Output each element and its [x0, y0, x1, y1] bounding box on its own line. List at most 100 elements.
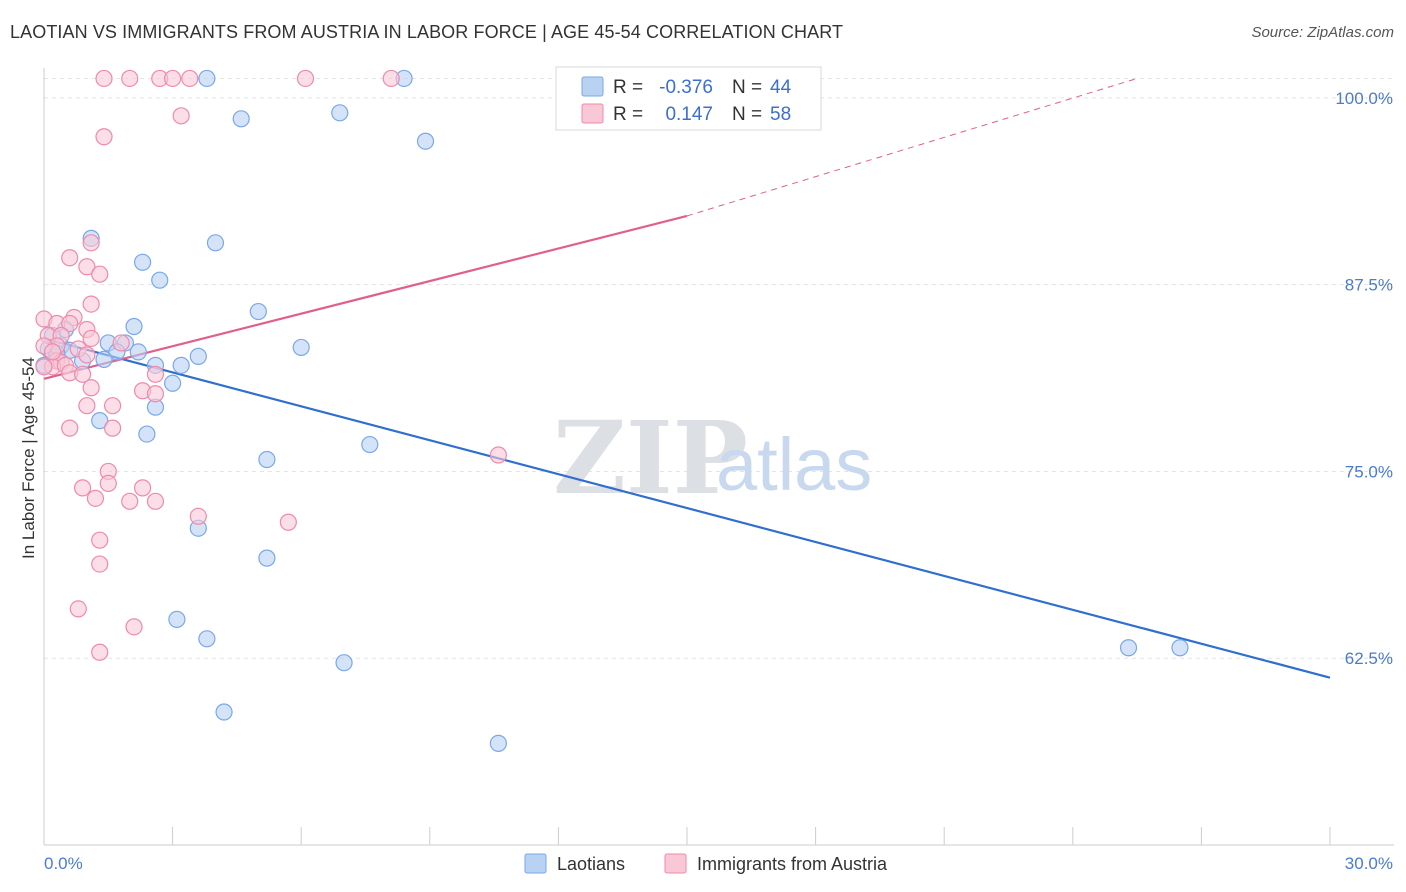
trend-line-laotians: [43, 337, 1331, 679]
point-austria-21: [82, 329, 100, 348]
point-laotians-41: [215, 703, 233, 721]
point-austria-41: [103, 419, 122, 437]
legend-swatch-laotians: [581, 76, 604, 97]
point-laotians-3: [331, 104, 349, 122]
point-austria-0: [95, 69, 113, 88]
point-laotians-6: [206, 234, 225, 252]
trend-lines: [43, 77, 1331, 679]
point-laotians-4: [416, 132, 435, 150]
point-austria-13: [82, 295, 100, 313]
point-austria-48: [121, 492, 139, 510]
point-austria-47: [86, 489, 105, 507]
point-austria-34: [146, 365, 165, 383]
chart-title: LAOTIAN VS IMMIGRANTS FROM AUSTRIA IN LA…: [10, 22, 844, 42]
point-laotians-40: [1171, 639, 1189, 657]
point-laotians-9: [249, 302, 267, 321]
point-austria-42: [489, 446, 507, 464]
point-laotians-20: [129, 343, 147, 361]
x-tick-label-max: 30.0%: [1345, 854, 1393, 873]
point-austria-56: [91, 643, 109, 661]
y-tick-label-1: 87.5%: [1345, 276, 1393, 295]
point-austria-22: [112, 334, 130, 352]
legend-r-value-2: 0.147: [665, 104, 713, 125]
point-austria-1: [121, 69, 139, 88]
y-tick-labels: 100.0% 87.5% 75.0% 62.5%: [1335, 89, 1393, 668]
legend-r-label-2: R =: [613, 104, 643, 125]
point-austria-7: [172, 107, 190, 125]
bottom-swatch-austria: [664, 853, 687, 874]
point-austria-3: [164, 69, 182, 88]
point-austria-52: [91, 531, 109, 549]
chart-source: Source: ZipAtlas.com: [1251, 24, 1394, 41]
point-laotians-8: [151, 271, 169, 289]
series-legend: Laotians Immigrants from Austria: [524, 853, 888, 874]
point-austria-55: [125, 618, 143, 636]
point-austria-5: [296, 69, 315, 88]
point-austria-8: [95, 128, 113, 146]
y-tick-label-3: 62.5%: [1345, 649, 1393, 668]
axes: [43, 68, 1394, 846]
point-laotians-42: [489, 734, 507, 752]
point-laotians-39: [1119, 639, 1138, 657]
point-laotians-10: [125, 317, 143, 336]
legend-n-value-2: 58: [770, 104, 791, 125]
point-austria-37: [146, 385, 165, 403]
point-laotians-0: [198, 69, 216, 88]
point-laotians-35: [258, 549, 276, 567]
bottom-legend-laotians: Laotians: [557, 854, 625, 874]
point-laotians-16: [292, 338, 310, 357]
point-laotians-30: [91, 412, 109, 430]
point-austria-39: [103, 397, 122, 415]
point-laotians-33: [258, 450, 276, 469]
point-austria-30: [35, 358, 53, 376]
legend-n-label-2: N =: [732, 104, 762, 125]
point-austria-11: [78, 258, 96, 276]
legend-swatch-austria: [581, 103, 604, 124]
y-tick-label-0: 100.0%: [1335, 89, 1393, 108]
point-laotians-26: [172, 356, 190, 374]
y-tick-label-2: 75.0%: [1345, 462, 1393, 481]
point-laotians-38: [335, 654, 353, 672]
point-austria-6: [382, 69, 400, 88]
point-laotians-31: [138, 425, 156, 443]
data-points: [35, 69, 1189, 752]
point-laotians-23: [189, 347, 207, 365]
x-tick-label-min: 0.0%: [44, 854, 83, 873]
point-laotians-32: [361, 435, 379, 454]
point-austria-57: [43, 343, 62, 361]
bottom-legend-austria: Immigrants from Austria: [697, 854, 888, 874]
legend-r-label-1: R =: [613, 77, 643, 98]
legend-r-value-1: -0.376: [659, 77, 713, 98]
point-laotians-28: [164, 374, 182, 392]
gridlines: [44, 77, 1394, 659]
point-austria-44: [99, 474, 117, 492]
point-austria-17: [61, 314, 79, 333]
point-austria-51: [279, 513, 297, 531]
point-austria-45: [73, 479, 92, 497]
point-austria-46: [133, 479, 152, 497]
legend-n-value-1: 44: [770, 77, 792, 98]
point-austria-53: [91, 555, 109, 573]
point-austria-4: [181, 69, 199, 88]
point-laotians-37: [198, 630, 216, 648]
trend-line-austria: [43, 214, 688, 380]
point-austria-33: [73, 365, 92, 383]
y-axis-label: In Labor Force | Age 45-54: [19, 357, 38, 559]
point-austria-12: [91, 265, 109, 283]
trend-line-dashed-austria: [686, 77, 1138, 217]
legend-n-label-1: N =: [732, 77, 762, 98]
point-austria-10: [61, 249, 79, 267]
correlation-legend: R = -0.376 N = 44 R = 0.147 N = 58: [555, 66, 822, 131]
point-austria-9: [82, 234, 100, 252]
point-austria-26: [78, 346, 96, 364]
x-tick-labels: 0.0% 30.0%: [44, 854, 1393, 873]
point-laotians-2: [232, 110, 250, 128]
point-austria-35: [82, 379, 100, 397]
point-austria-40: [61, 419, 79, 437]
point-austria-49: [146, 492, 165, 510]
bottom-swatch-laotians: [524, 853, 547, 874]
watermark-atlas: atlas: [716, 423, 872, 506]
point-laotians-7: [133, 253, 152, 271]
point-austria-38: [78, 397, 96, 415]
